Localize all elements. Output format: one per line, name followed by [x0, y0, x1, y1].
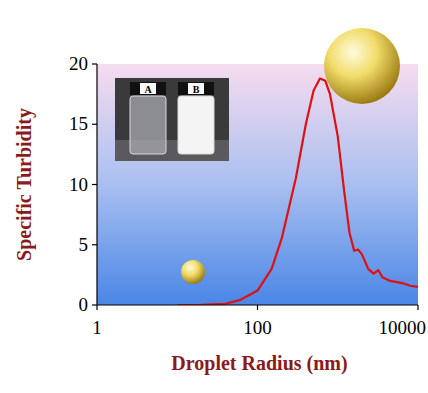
vial-cap: [178, 82, 214, 95]
vial-label: A: [144, 84, 152, 95]
vial-body: [130, 96, 166, 154]
y-tick: [92, 184, 97, 185]
x-tick-label: 1: [92, 317, 102, 338]
x-tick-label: 100: [243, 317, 272, 338]
vial-label-bg: [188, 83, 204, 94]
x-tick-label: 10000: [379, 317, 427, 338]
inset-background: [115, 78, 229, 161]
data-line: [177, 78, 418, 305]
y-axis-label: Specific Turbidity: [13, 108, 36, 261]
vial-cap: [130, 82, 166, 95]
chart-svg: AB05101520110010000Droplet Radius (nm)Sp…: [0, 0, 428, 393]
y-tick-label: 15: [69, 113, 88, 134]
x-tick: [257, 305, 258, 310]
x-tick: [96, 305, 97, 310]
vial-body: [178, 96, 214, 154]
x-tick: [417, 305, 418, 310]
large-droplet: [324, 28, 400, 104]
x-axis-label: Droplet Radius (nm): [171, 352, 347, 375]
y-tick-label: 10: [69, 174, 88, 195]
series-group: [177, 78, 418, 305]
y-tick: [92, 244, 97, 245]
inset-photo: AB: [115, 78, 229, 161]
y-tick-label: 0: [79, 294, 89, 315]
small-droplet: [181, 260, 205, 284]
vial-label-bg: [140, 83, 156, 94]
y-tick-label: 5: [79, 234, 89, 255]
y-tick: [92, 124, 97, 125]
chart-root: AB05101520110010000Droplet Radius (nm)Sp…: [0, 0, 428, 393]
y-tick: [92, 304, 97, 305]
y-tick-label: 20: [69, 53, 88, 74]
y-tick: [92, 63, 97, 64]
vial-label: B: [193, 84, 200, 95]
